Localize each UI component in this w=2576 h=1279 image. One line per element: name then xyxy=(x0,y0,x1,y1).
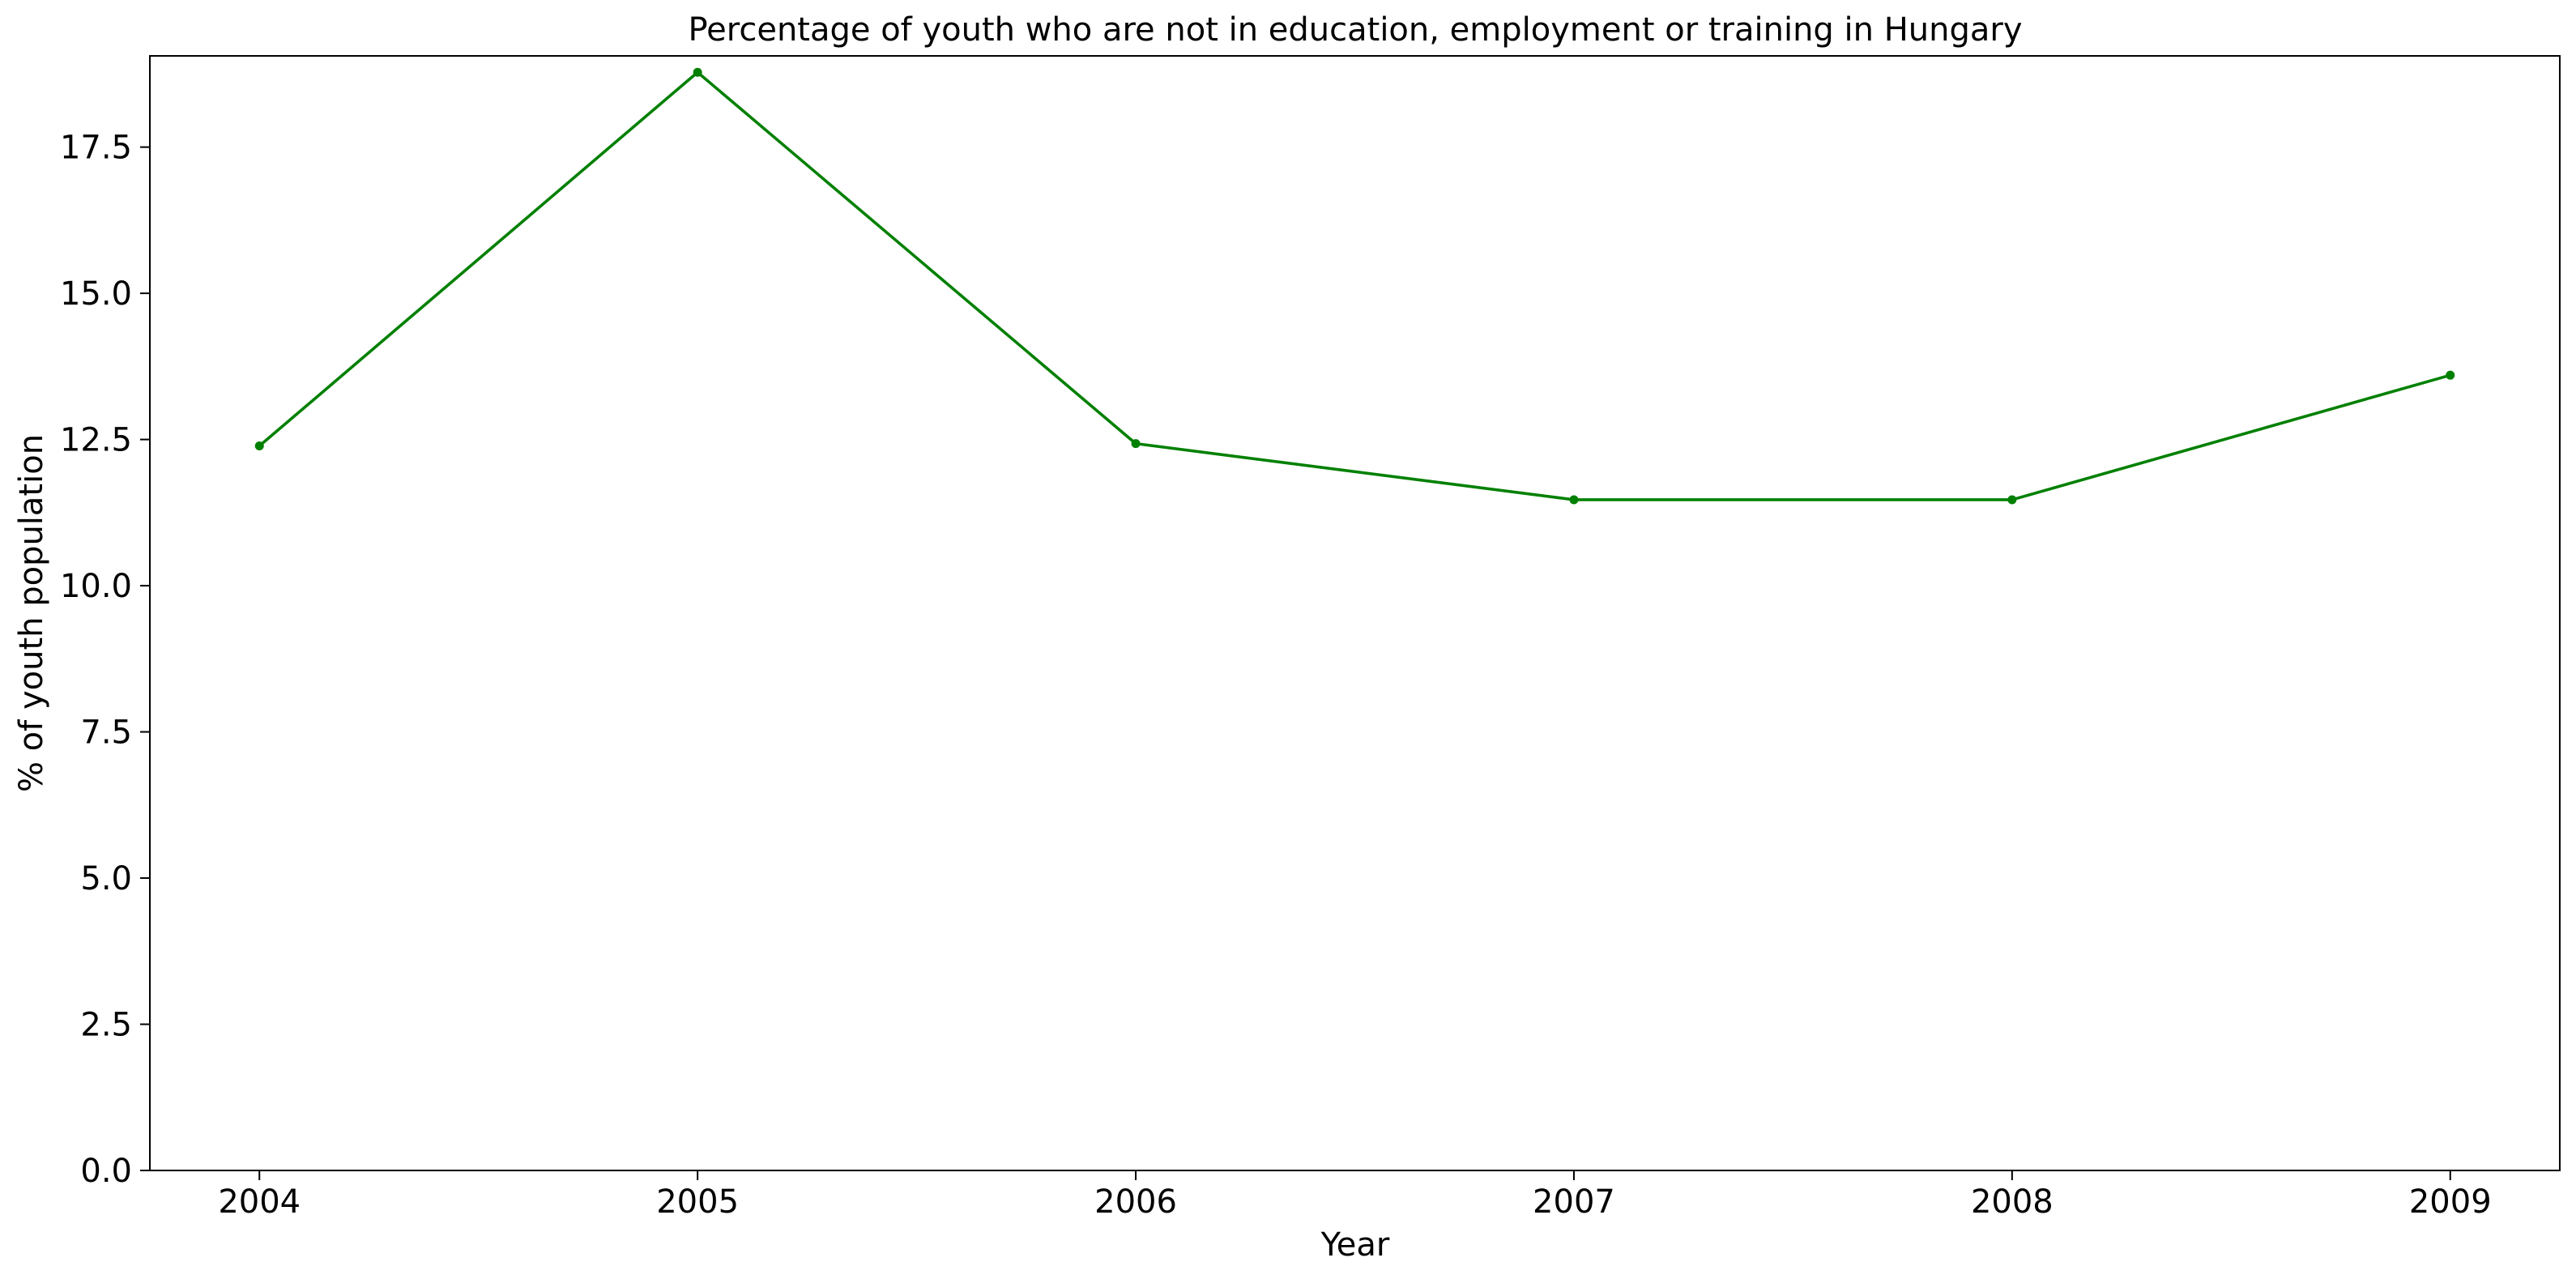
data-point xyxy=(254,441,264,451)
y-tick-label: 0.0 xyxy=(80,1153,132,1190)
x-tick-label: 2004 xyxy=(218,1183,301,1221)
y-axis-label: % of youth population xyxy=(13,434,50,792)
data-point xyxy=(1131,439,1141,449)
y-tick-label: 5.0 xyxy=(80,860,132,897)
y-tick-label: 17.5 xyxy=(60,130,132,167)
x-tick-label: 2007 xyxy=(1533,1183,1615,1221)
y-tick-label: 10.0 xyxy=(60,568,132,605)
x-tick-label: 2008 xyxy=(1971,1183,2054,1221)
y-tick-label: 7.5 xyxy=(80,714,132,752)
y-axis: 0.0 2.5 5.0 7.5 10.0 12.5 15.0 17.5 xyxy=(60,130,150,1190)
x-tick-label: 2005 xyxy=(656,1183,739,1221)
x-tick-label: 2006 xyxy=(1094,1183,1177,1221)
series-line xyxy=(258,70,2451,501)
x-tick-label: 2009 xyxy=(2409,1183,2492,1221)
data-point xyxy=(693,67,702,77)
data-point xyxy=(2446,370,2455,380)
y-tick-label: 15.0 xyxy=(60,275,132,313)
data-point xyxy=(1569,495,1579,505)
plot-area-frame xyxy=(149,55,2561,1171)
series-layer xyxy=(254,67,2455,505)
x-axis: 2004 2005 2006 2007 2008 2009 xyxy=(218,1170,2492,1221)
x-axis-label: Year xyxy=(1320,1226,1390,1264)
y-tick-label: 12.5 xyxy=(60,422,132,459)
data-point xyxy=(2007,495,2017,505)
y-tick-label: 2.5 xyxy=(80,1007,132,1044)
chart-title: Percentage of youth who are not in educa… xyxy=(688,11,2022,49)
